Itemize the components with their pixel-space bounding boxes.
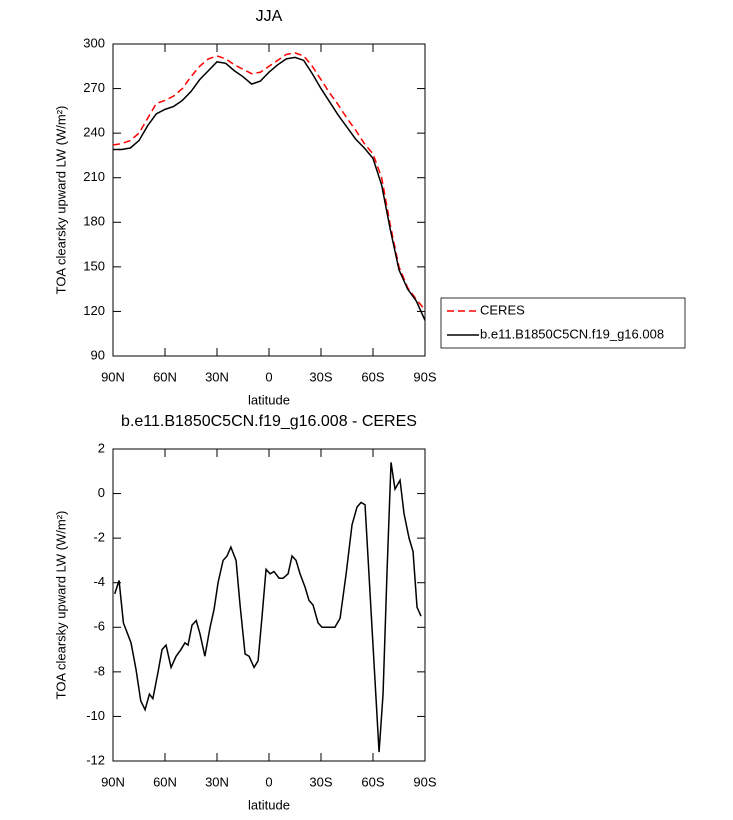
legend-label: CERES	[480, 302, 525, 317]
x-tick-label: 60S	[361, 774, 384, 789]
x-tick-label: 0	[265, 774, 272, 789]
y-tick-label: 150	[83, 258, 105, 273]
y-tick-label: 300	[83, 35, 105, 50]
y-tick-label: 2	[98, 440, 105, 455]
chart-title: JJA	[256, 8, 283, 25]
y-tick-label: 180	[83, 214, 105, 229]
plot-frame	[112, 43, 426, 357]
y-tick-label: 0	[98, 485, 105, 500]
y-tick-label: 240	[83, 125, 105, 140]
x-tick-label: 0	[265, 369, 272, 384]
chart-title: b.e11.B1850C5CN.f19_g16.008 - CERES	[121, 413, 417, 430]
x-axis-label: latitude	[248, 797, 290, 812]
x-tick-label: 90S	[413, 369, 436, 384]
y-tick-label: -4	[93, 574, 105, 589]
legend-box	[440, 297, 686, 349]
data-line	[112, 52, 426, 311]
plot-frame	[112, 448, 426, 762]
x-tick-label: 90S	[413, 774, 436, 789]
y-tick-label: 120	[83, 303, 105, 318]
x-tick-label: 60S	[361, 369, 384, 384]
y-tick-label: 210	[83, 169, 105, 184]
y-axis-label: TOA clearsky upward LW (W/m²)	[53, 106, 68, 295]
y-tick-label: -12	[86, 752, 105, 767]
x-axis-label: latitude	[248, 392, 290, 407]
x-tick-label: 90N	[101, 369, 125, 384]
x-tick-label: 60N	[153, 774, 177, 789]
data-line	[114, 462, 422, 753]
y-tick-label: -10	[86, 708, 105, 723]
x-tick-label: 30S	[309, 369, 332, 384]
y-axis-label: TOA clearsky upward LW (W/m²)	[53, 511, 68, 700]
y-tick-label: 90	[91, 347, 105, 362]
y-tick-label: -6	[93, 619, 105, 634]
legend-label: b.e11.B1850C5CN.f19_g16.008	[480, 326, 664, 341]
x-tick-label: 30N	[205, 774, 229, 789]
y-tick-label: -2	[93, 530, 105, 545]
data-line	[113, 56, 426, 321]
y-tick-label: -8	[93, 663, 105, 678]
x-tick-label: 90N	[101, 774, 125, 789]
x-tick-label: 30S	[309, 774, 332, 789]
x-tick-label: 60N	[153, 369, 177, 384]
y-tick-label: 270	[83, 80, 105, 95]
x-tick-label: 30N	[205, 369, 229, 384]
